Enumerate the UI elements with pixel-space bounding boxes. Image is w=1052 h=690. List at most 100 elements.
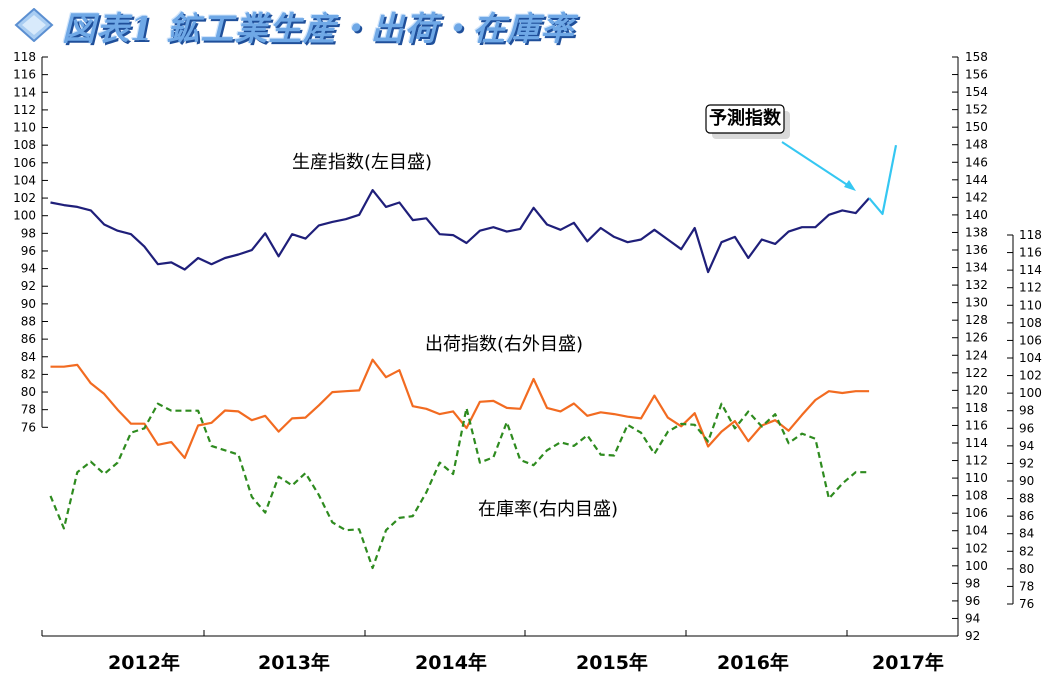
right-outer-tick-label: 126: [965, 331, 988, 345]
right-inner-tick-label: 112: [1019, 281, 1042, 295]
left-tick-label: 80: [21, 385, 36, 399]
right-inner-tick-label: 86: [1019, 509, 1034, 523]
left-tick-label: 110: [13, 121, 36, 135]
right-outer-tick-label: 120: [965, 383, 988, 397]
right-outer-tick-label: 98: [965, 576, 980, 590]
left-tick-label: 78: [21, 403, 36, 417]
annotation-production: 生産指数(左目盛): [292, 152, 432, 173]
right-outer-tick-label: 130: [965, 296, 988, 310]
right-outer-tick-label: 154: [965, 85, 988, 99]
right-outer-tick-label: 150: [965, 120, 988, 134]
left-axis: 76 78 80 82 84 86 88 90 92 94 96 98 100 102 104 106 108 1…: [13, 50, 48, 434]
right-inner-tick-label: 100: [1019, 386, 1042, 400]
right-outer-tick-label: 158: [965, 50, 988, 64]
right-outer-tick-label: 94: [965, 611, 980, 625]
x-axis: 2012年 2013年 2014年 2015年 2016年 2017年: [41, 630, 958, 674]
left-tick-label: 76: [21, 420, 36, 434]
left-tick-label: 88: [21, 315, 36, 329]
series-line-forecast: [868, 144, 898, 215]
right-outer-tick-label: 106: [965, 506, 988, 520]
left-tick-label: 84: [21, 350, 36, 364]
left-tick-label: 94: [21, 262, 36, 276]
series-line-inventory: [49, 402, 870, 570]
right-inner-tick-label: 108: [1019, 316, 1042, 330]
right-inner-tick-label: 106: [1019, 333, 1042, 347]
left-tick-label: 116: [13, 68, 36, 82]
left-tick-label: 106: [13, 156, 36, 170]
left-tick-label: 112: [13, 103, 36, 117]
right-outer-tick-label: 134: [965, 261, 988, 275]
right-inner-tick-label: 116: [1019, 246, 1042, 260]
right-outer-tick-label: 112: [965, 454, 988, 468]
forecast-callout: 予測指数: [705, 104, 856, 191]
right-inner-tick-label: 82: [1019, 544, 1034, 558]
right-outer-tick-label: 140: [965, 208, 988, 222]
left-tick-label: 118: [13, 50, 36, 64]
left-tick-label: 102: [13, 191, 36, 205]
right-outer-tick-label: 92: [965, 629, 980, 643]
right-inner-tick-label: 96: [1019, 421, 1034, 435]
left-tick-label: 104: [13, 173, 36, 187]
right-inner-tick-label: 84: [1019, 527, 1034, 541]
x-tick-label: 2015年: [576, 651, 648, 674]
right-inner-tick-label: 90: [1019, 474, 1034, 488]
annotation-shipment: 出荷指数(右外目盛): [425, 334, 583, 355]
right-inner-tick-label: 80: [1019, 562, 1034, 576]
left-tick-label: 90: [21, 297, 36, 311]
right-inner-axis: 76 78 80 82 84 86 88 90 92 94 96 98 100 102 104 106 108 1…: [1007, 228, 1042, 611]
right-outer-tick-label: 108: [965, 489, 988, 503]
left-tick-label: 114: [13, 85, 36, 99]
right-outer-tick-label: 110: [965, 471, 988, 485]
diamond-icon: [14, 8, 54, 42]
forecast-arrowhead: [844, 180, 856, 191]
right-inner-tick-label: 92: [1019, 456, 1034, 470]
right-outer-tick-label: 146: [965, 155, 988, 169]
right-inner-tick-label: 102: [1019, 369, 1042, 383]
right-inner-tick-label: 110: [1019, 298, 1042, 312]
right-outer-tick-label: 102: [965, 541, 988, 555]
left-tick-label: 98: [21, 226, 36, 240]
forecast-arrow: [781, 141, 853, 189]
right-outer-tick-label: 156: [965, 68, 988, 82]
x-tick-label: 2013年: [258, 651, 330, 674]
x-tick-label: 2012年: [108, 651, 180, 674]
series-line-production: [50, 189, 870, 274]
page-title: 図表1 鉱工業生産・出荷・在庫率: [62, 9, 575, 48]
right-outer-tick-label: 122: [965, 366, 988, 380]
right-outer-tick-label: 96: [965, 594, 980, 608]
left-tick-label: 96: [21, 244, 36, 258]
right-outer-tick-label: 148: [965, 138, 988, 152]
right-inner-tick-label: 94: [1019, 439, 1034, 453]
right-inner-tick-label: 98: [1019, 404, 1034, 418]
right-outer-tick-label: 114: [965, 436, 988, 450]
annotation-inventory: 在庫率(右内目盛): [478, 499, 618, 520]
right-outer-tick-label: 132: [965, 278, 988, 292]
annotation-layer: 生産指数(左目盛) 出荷指数(右外目盛) 在庫率(右内目盛) 予測指数: [292, 104, 856, 520]
x-tick-label: 2016年: [717, 651, 789, 674]
left-tick-label: 86: [21, 332, 36, 346]
left-tick-label: 92: [21, 279, 36, 293]
right-outer-tick-label: 124: [965, 348, 988, 362]
right-outer-tick-label: 152: [965, 103, 988, 117]
right-outer-tick-label: 136: [965, 243, 988, 257]
series-line-shipment: [50, 358, 870, 459]
right-outer-tick-label: 128: [965, 313, 988, 327]
right-inner-tick-label: 118: [1019, 228, 1042, 242]
right-outer-tick-label: 104: [965, 524, 988, 538]
right-inner-tick-label: 104: [1019, 351, 1042, 365]
left-tick-label: 82: [21, 367, 36, 381]
left-tick-label: 100: [13, 209, 36, 223]
x-tick-label: 2014年: [415, 651, 487, 674]
right-outer-tick-label: 116: [965, 418, 988, 432]
right-inner-tick-label: 76: [1019, 597, 1034, 611]
right-inner-tick-label: 88: [1019, 492, 1034, 506]
right-outer-tick-label: 142: [965, 190, 988, 204]
right-outer-axis: 92 94 96 98 100 102 104 106 108 110 112 114 116 118 12…: [952, 50, 988, 643]
right-outer-tick-label: 144: [965, 173, 988, 187]
right-outer-tick-label: 100: [965, 559, 988, 573]
x-tick-label: 2017年: [872, 651, 944, 674]
right-outer-tick-label: 118: [965, 401, 988, 415]
right-inner-tick-label: 78: [1019, 579, 1034, 593]
left-tick-label: 108: [13, 138, 36, 152]
